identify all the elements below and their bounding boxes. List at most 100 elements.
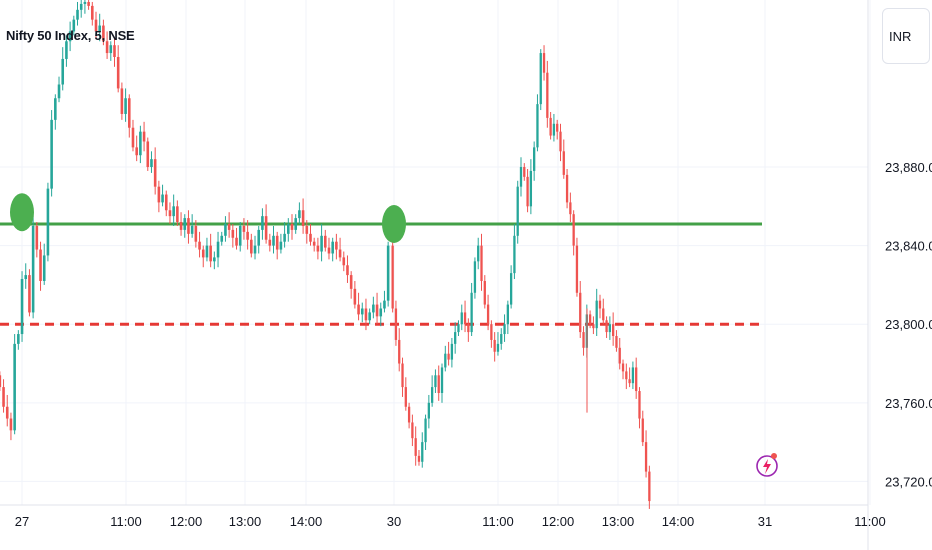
candle-body [342, 257, 346, 266]
candle-body [509, 273, 513, 305]
lightning-icon[interactable] [755, 446, 781, 482]
signal-marker [10, 193, 34, 232]
candle-body [562, 151, 565, 175]
candle-body [164, 194, 168, 211]
candle-body [588, 314, 592, 325]
candle-body [383, 300, 386, 309]
candle-body [605, 320, 608, 333]
candle-body [9, 418, 13, 431]
candle-body [272, 235, 275, 246]
candle-body [401, 363, 404, 388]
x-tick-label: 14:00 [662, 514, 695, 529]
candle-body [421, 442, 424, 462]
candle-body [131, 127, 135, 148]
candle-body [257, 229, 261, 246]
candle-body [5, 406, 9, 419]
candle-body [346, 265, 349, 276]
candle-body [457, 324, 460, 333]
candle-body [493, 339, 496, 352]
candle-body [320, 235, 323, 252]
candle-body [648, 471, 651, 502]
candle-body [316, 245, 320, 252]
candle-body [161, 194, 164, 203]
candle-body [253, 245, 257, 254]
candle-body [298, 210, 301, 219]
candle-body [24, 275, 28, 280]
candle-body [227, 224, 231, 230]
candle-body [157, 186, 161, 203]
candle-body [552, 123, 556, 136]
candle-body [592, 324, 595, 329]
candle-body [220, 235, 224, 242]
candle-body [294, 218, 297, 230]
candle-body [146, 141, 150, 168]
candle-body [209, 245, 212, 262]
candle-body [213, 257, 216, 262]
candle-body [105, 41, 109, 54]
x-tick-label: 14:00 [290, 514, 323, 529]
candle-body [407, 406, 411, 423]
x-tick-label: 12:00 [170, 514, 203, 529]
candle-body [224, 224, 227, 236]
y-tick-label: 23,760.00 [885, 396, 932, 411]
candle-body [569, 202, 572, 215]
currency-button[interactable]: INR [882, 8, 930, 64]
candle-body [398, 339, 401, 364]
candle-body [506, 304, 509, 325]
candle-body [50, 119, 53, 189]
candle-body [35, 225, 39, 250]
candle-body [513, 235, 516, 274]
symbol-legend[interactable]: Nifty 50 Index, 5, NSE [6, 28, 135, 43]
candle-body [470, 292, 473, 333]
candle-body [194, 225, 198, 242]
candle-body [28, 275, 31, 313]
candle-body [477, 245, 480, 262]
candle-body [480, 245, 483, 281]
candle-body [250, 239, 253, 254]
candle-body [54, 98, 57, 120]
candle-body [612, 324, 615, 337]
candle-body [500, 334, 503, 344]
candle-body [516, 186, 519, 236]
candle-body [447, 353, 450, 360]
candle-body [2, 387, 5, 407]
candle-body [120, 88, 124, 114]
candle-body [490, 324, 493, 340]
x-tick-label: 11:00 [482, 514, 514, 529]
candle-body [496, 343, 500, 352]
x-tick-label: 13:00 [602, 514, 635, 529]
candle-body [618, 347, 621, 364]
x-tick-label: 11:00 [854, 514, 886, 529]
candle-body [113, 45, 116, 57]
candle-body [76, 9, 79, 20]
candle-body [39, 249, 42, 281]
candle-body [198, 241, 201, 250]
candle-body [72, 19, 76, 32]
candle-body [595, 300, 598, 329]
candle-body [575, 245, 579, 293]
candle-body [17, 334, 20, 344]
candle-body [216, 241, 220, 258]
candle-body [411, 422, 414, 439]
candle-body [486, 304, 490, 325]
candle-body [305, 225, 309, 234]
candle-body [635, 367, 638, 392]
candle-body [68, 31, 72, 42]
candle-body [187, 218, 190, 234]
candle-body [424, 418, 427, 443]
candle-body [283, 233, 286, 242]
candle-body [473, 261, 477, 293]
candle-body [264, 216, 268, 240]
candle-body [116, 56, 120, 89]
candle-body [290, 224, 294, 230]
candle-body [523, 167, 526, 177]
candle-body [153, 159, 157, 187]
candle-body [135, 147, 138, 156]
candle-body [327, 247, 331, 254]
candle-body [460, 312, 463, 325]
candle-body [235, 237, 238, 246]
candle-body [0, 375, 2, 388]
candle-body [31, 225, 35, 313]
candle-body [368, 312, 371, 321]
